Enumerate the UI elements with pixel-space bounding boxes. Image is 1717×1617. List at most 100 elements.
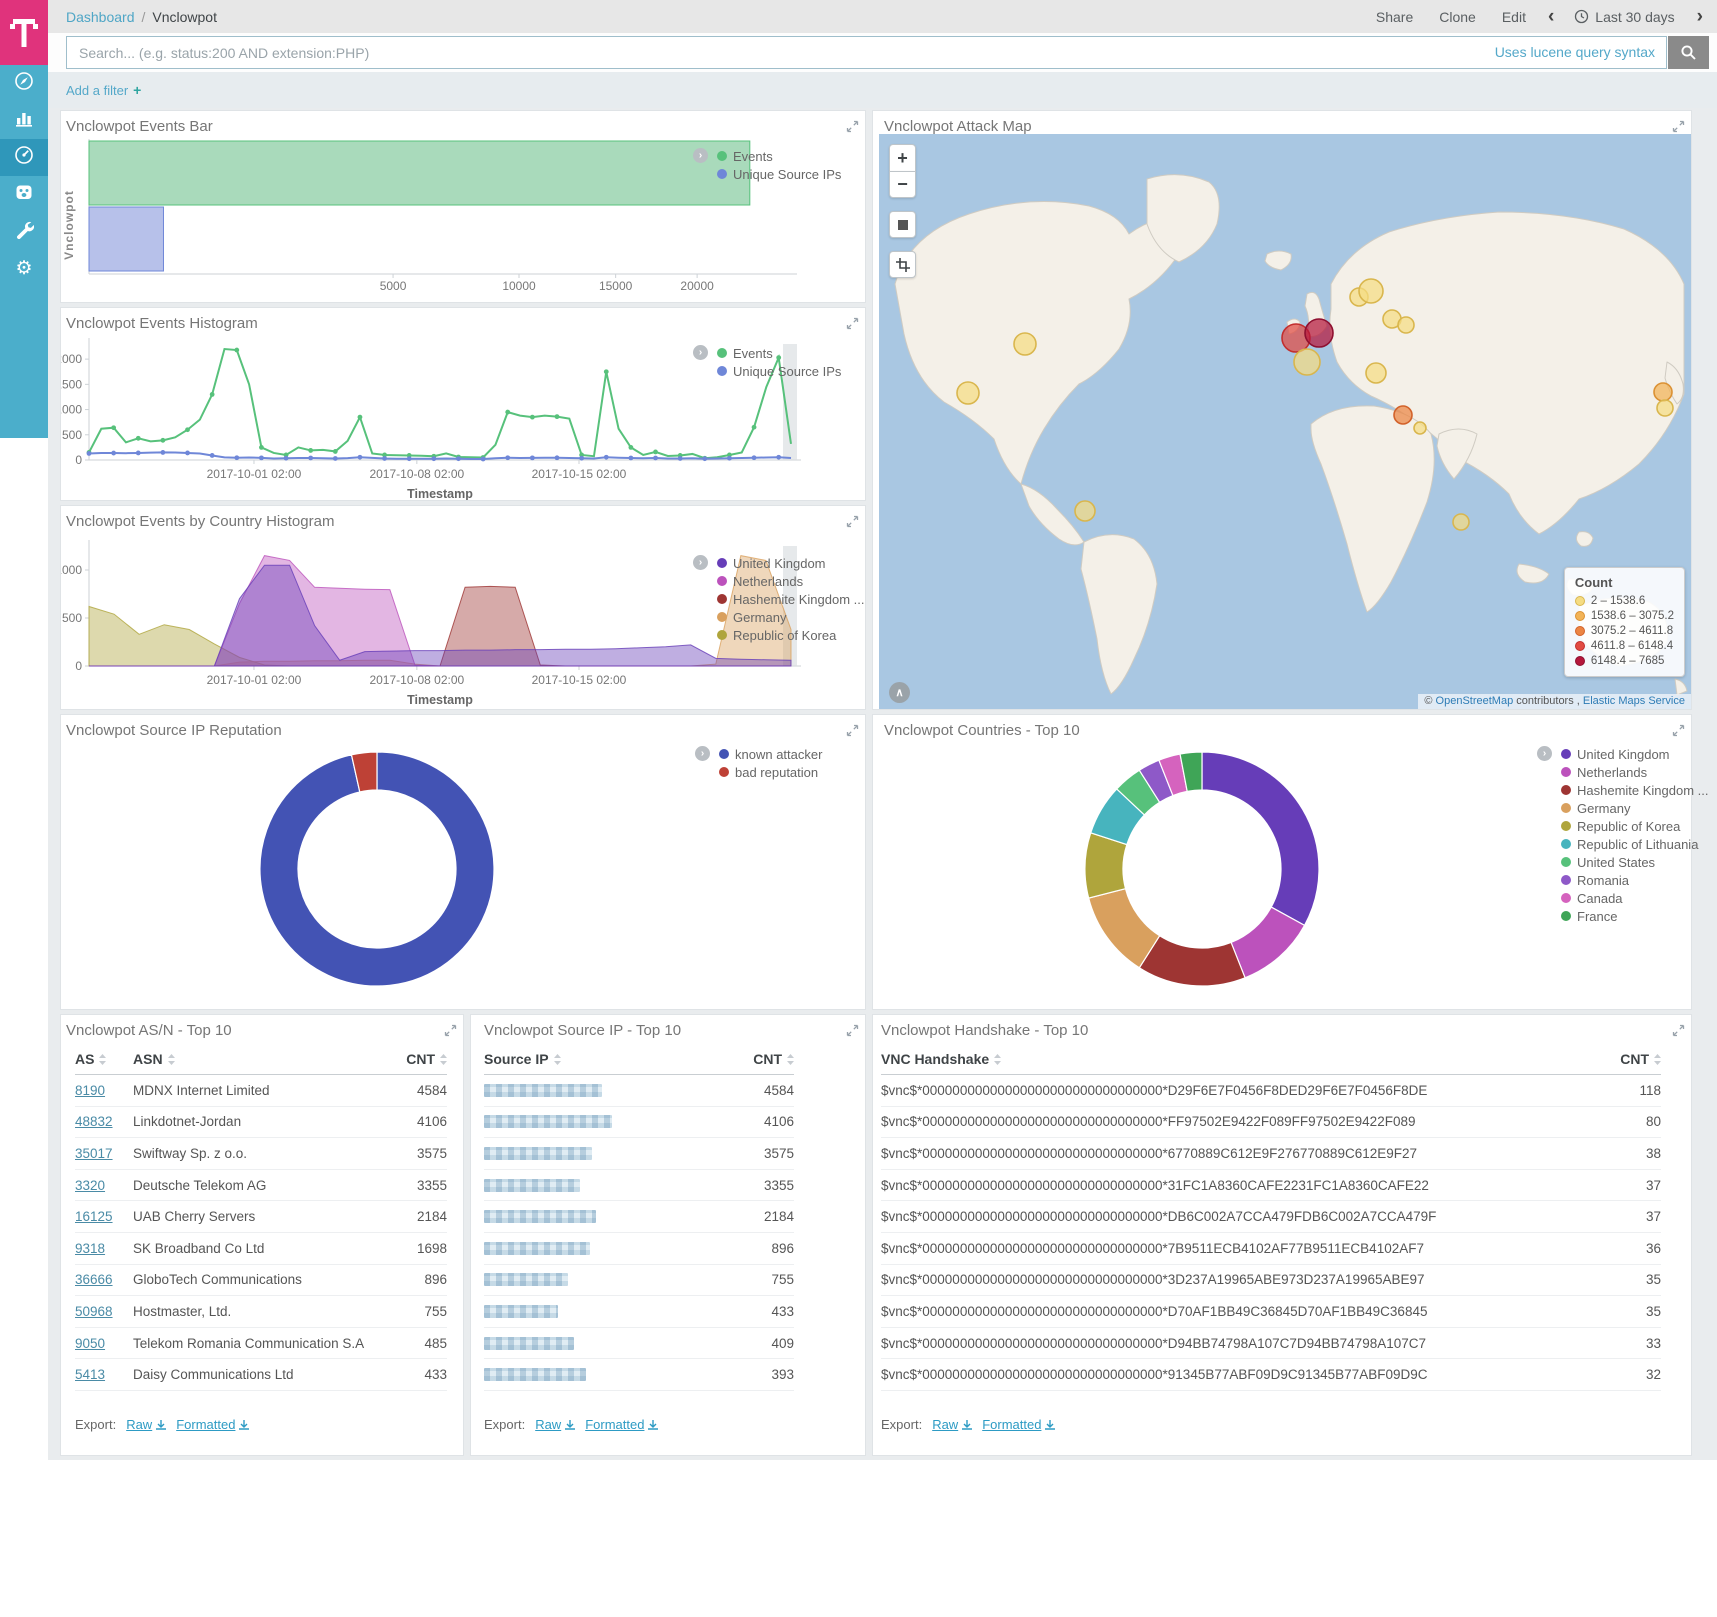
legend-item[interactable]: known attacker (719, 745, 822, 763)
donut-slice-known attacker[interactable] (259, 751, 495, 987)
legend-item[interactable]: Events (717, 344, 841, 362)
export-formatted-link[interactable]: Formatted (982, 1417, 1056, 1432)
legend-item[interactable]: Hashemite Kingdom ... (717, 590, 865, 608)
line-Events[interactable] (88, 347, 792, 460)
export-raw-link[interactable]: Raw (535, 1417, 576, 1432)
as-link[interactable]: 16125 (75, 1209, 113, 1225)
legend-item[interactable]: Netherlands (717, 572, 865, 590)
column-header-cnt[interactable]: CNT (724, 1051, 794, 1067)
reputation-donut-chart[interactable] (247, 739, 507, 999)
edit-button[interactable]: Edit (1501, 8, 1526, 25)
as-link[interactable]: 35017 (75, 1145, 113, 1161)
expand-icon[interactable] (1672, 724, 1685, 737)
expand-icon[interactable] (1672, 1024, 1685, 1037)
legend-item[interactable]: France (1561, 907, 1709, 925)
map-zoom-in-button[interactable]: + (889, 144, 916, 171)
share-button[interactable]: Share (1375, 8, 1414, 25)
expand-icon[interactable] (846, 120, 859, 133)
expand-icon[interactable] (846, 1024, 859, 1037)
search-button[interactable] (1668, 36, 1709, 69)
legend-item[interactable]: Hashemite Kingdom ... (1561, 781, 1709, 799)
sidebar-item-management[interactable]: ⚙ (0, 250, 48, 287)
attack-bubble[interactable] (1653, 382, 1673, 402)
attack-bubble[interactable] (1293, 348, 1321, 376)
legend-item[interactable]: Republic of Korea (1561, 817, 1709, 835)
legend-item[interactable]: Germany (717, 608, 865, 626)
column-header-as[interactable]: AS (75, 1051, 133, 1067)
sidebar-item-timelion[interactable] (0, 176, 48, 213)
legend-toggle-icon[interactable]: › (1537, 746, 1552, 761)
area-United Kingdom[interactable] (89, 564, 792, 667)
countries-donut-chart[interactable] (1072, 739, 1332, 999)
osm-link[interactable]: OpenStreetMap (1435, 695, 1514, 707)
attack-bubble[interactable] (1358, 278, 1384, 304)
column-header-cnt[interactable]: CNT (387, 1051, 447, 1067)
telekom-logo[interactable] (0, 0, 48, 65)
export-formatted-link[interactable]: Formatted (585, 1417, 659, 1432)
sidebar-item-visualize[interactable] (0, 102, 48, 139)
map-fit-data-button[interactable]: ∧ (889, 682, 910, 703)
attack-bubble[interactable] (1656, 399, 1674, 417)
legend-toggle-icon[interactable]: › (693, 345, 708, 360)
line-Unique Source IPs[interactable] (88, 451, 792, 460)
search-input[interactable] (66, 36, 1667, 69)
attack-bubble[interactable] (1304, 318, 1334, 348)
add-filter-plus-icon[interactable]: + (133, 82, 142, 98)
legend-toggle-icon[interactable]: › (695, 746, 710, 761)
legend-item[interactable]: Events (717, 147, 841, 165)
attack-bubble[interactable] (1393, 405, 1413, 425)
legend-toggle-icon[interactable]: › (693, 148, 708, 163)
attack-map[interactable]: + − Count 2 – 1538.6 1538.6 – 3075.2 3075.… (879, 134, 1691, 709)
expand-icon[interactable] (846, 317, 859, 330)
as-link[interactable]: 48832 (75, 1114, 113, 1130)
as-link[interactable]: 9050 (75, 1335, 106, 1351)
export-raw-link[interactable]: Raw (932, 1417, 973, 1432)
legend-item[interactable]: Unique Source IPs (717, 165, 841, 183)
legend-item[interactable]: bad reputation (719, 763, 822, 781)
legend-item[interactable]: Romania (1561, 871, 1709, 889)
breadcrumb-dashboard-link[interactable]: Dashboard (66, 8, 135, 25)
sidebar-item-dashboard[interactable] (0, 139, 48, 176)
expand-icon[interactable] (846, 515, 859, 528)
legend-item[interactable]: Netherlands (1561, 763, 1709, 781)
attack-bubble[interactable] (1397, 316, 1415, 334)
time-range-picker[interactable]: Last 30 days (1574, 9, 1675, 25)
export-raw-link[interactable]: Raw (126, 1417, 167, 1432)
attack-bubble[interactable] (1413, 421, 1427, 435)
expand-icon[interactable] (1672, 120, 1685, 133)
donut-slice-France[interactable] (1179, 751, 1203, 793)
legend-item[interactable]: Unique Source IPs (717, 362, 841, 380)
time-back-button[interactable]: ‹ (1547, 6, 1555, 27)
expand-icon[interactable] (444, 1024, 457, 1037)
column-header-source-ip[interactable]: Source IP (484, 1051, 724, 1067)
attack-bubble[interactable] (1013, 332, 1037, 356)
legend-item[interactable]: Republic of Lithuania (1561, 835, 1709, 853)
expand-icon[interactable] (846, 724, 859, 737)
add-filter-link[interactable]: Add a filter (66, 82, 129, 98)
country-histogram-chart[interactable]: 0 500 1000 2017-10-01 02:00 2017-10-08 02:00… (61, 532, 865, 710)
map-fit-bounds-button[interactable] (889, 211, 916, 238)
map-draw-filter-button[interactable] (889, 251, 916, 278)
sidebar-item-devtools[interactable] (0, 213, 48, 250)
column-header-cnt[interactable]: CNT (1581, 1051, 1661, 1067)
events-histogram-chart[interactable]: 0 500 1000 1500 2000 2017-10-01 02:00 2017-10-… (61, 332, 865, 500)
clone-button[interactable]: Clone (1439, 8, 1476, 25)
ems-link[interactable]: Elastic Maps Service (1582, 695, 1685, 707)
legend-item[interactable]: Canada (1561, 889, 1709, 907)
attack-bubble[interactable] (956, 381, 980, 405)
legend-item[interactable]: Republic of Korea (717, 626, 865, 644)
attack-bubble[interactable] (1074, 500, 1096, 522)
donut-slice-bad reputation[interactable] (350, 751, 378, 793)
events-bar-chart[interactable]: Vnclowpot 5000 10000 15000 20000 (61, 137, 865, 302)
as-link[interactable]: 9318 (75, 1240, 106, 1256)
column-header-asn[interactable]: ASN (133, 1051, 387, 1067)
as-link[interactable]: 3320 (75, 1177, 106, 1193)
column-header-vnc-handshake[interactable]: VNC Handshake (881, 1051, 1581, 1067)
attack-bubble[interactable] (1452, 513, 1470, 531)
sidebar-item-discover[interactable] (0, 65, 48, 102)
bar-Events[interactable] (88, 140, 751, 206)
export-formatted-link[interactable]: Formatted (176, 1417, 250, 1432)
map-zoom-out-button[interactable]: − (889, 171, 916, 198)
time-forward-button[interactable]: › (1696, 6, 1703, 27)
legend-item[interactable]: United Kingdom (1561, 745, 1709, 763)
